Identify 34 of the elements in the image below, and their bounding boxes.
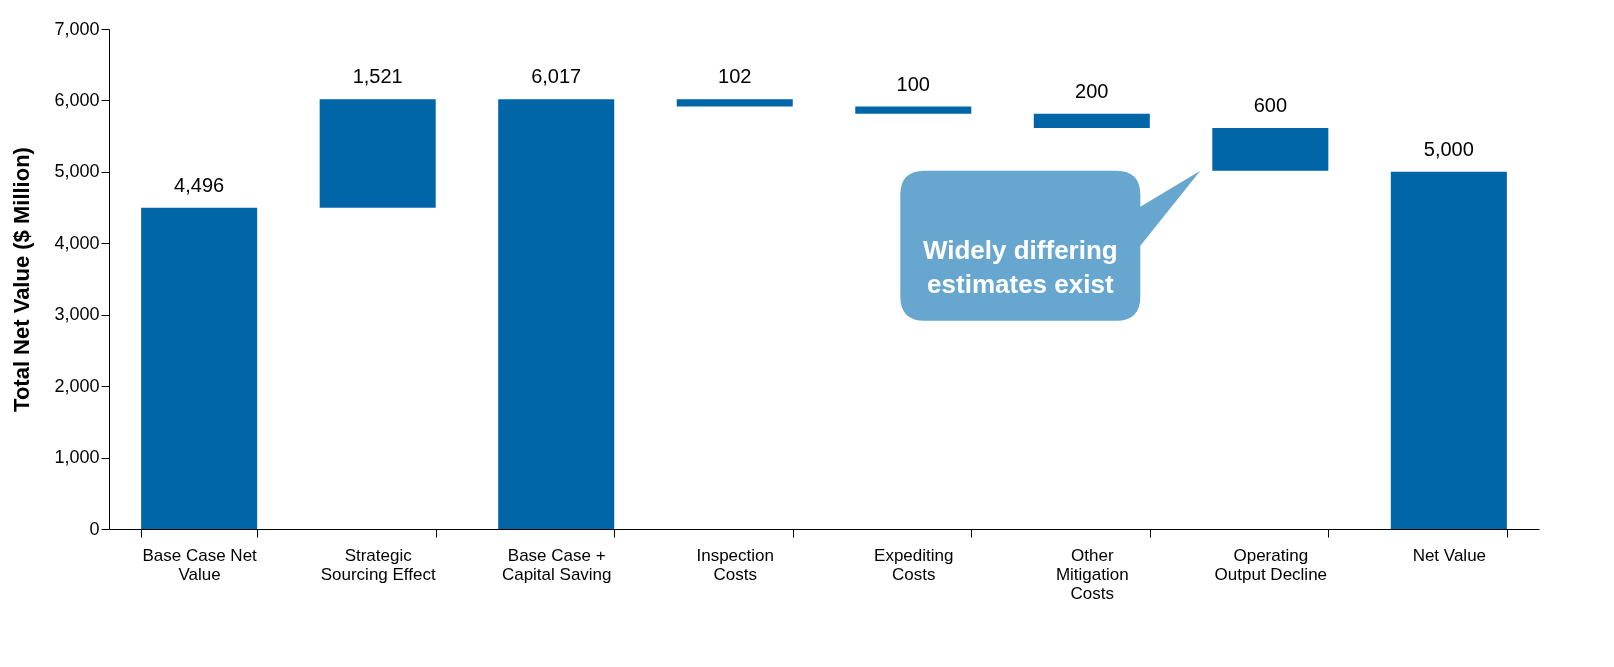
data-label: 1,521 xyxy=(352,65,403,88)
y-tick-label: 0 xyxy=(89,518,100,539)
x-tick-label: Strategic Sourcing Effect xyxy=(320,545,436,584)
x-tick-label: Base Case + Capital Saving xyxy=(501,545,612,584)
x-tick-label: Net Value xyxy=(1412,545,1487,565)
x-tick-label: Other Mitigation Costs xyxy=(1055,545,1129,603)
data-label: 4,496 xyxy=(174,173,225,196)
y-tick-label: 3,000 xyxy=(54,304,100,325)
y-axis-title: Total Net Value ($ Million) xyxy=(9,147,35,412)
bar xyxy=(1033,113,1150,128)
bar xyxy=(1390,171,1507,529)
x-tick-label: Inspection Costs xyxy=(696,545,774,584)
y-tick-label: 2,000 xyxy=(54,375,100,396)
bar xyxy=(676,99,793,107)
x-tick-label: Base Case Net Value xyxy=(142,545,258,584)
data-label: 102 xyxy=(718,65,752,88)
bar xyxy=(498,99,615,529)
data-label: 5,000 xyxy=(1423,137,1474,160)
x-tick-label: Expediting Costs xyxy=(874,545,954,584)
data-label: 100 xyxy=(896,72,930,95)
bar xyxy=(1212,127,1329,171)
x-tick-label: Operating Output Decline xyxy=(1214,545,1328,584)
bar xyxy=(855,106,972,114)
y-tick-label: 7,000 xyxy=(54,18,100,39)
y-tick-label: 1,000 xyxy=(54,447,100,468)
bar xyxy=(319,99,436,208)
bar xyxy=(141,207,258,529)
annotation: Widely differing estimates exist xyxy=(922,234,1118,299)
data-label: 600 xyxy=(1253,93,1287,116)
data-label: 6,017 xyxy=(531,65,582,88)
y-tick-label: 6,000 xyxy=(54,89,100,110)
y-tick-label: 4,000 xyxy=(54,232,100,253)
data-label: 200 xyxy=(1075,79,1109,102)
y-tick-label: 5,000 xyxy=(54,161,100,182)
